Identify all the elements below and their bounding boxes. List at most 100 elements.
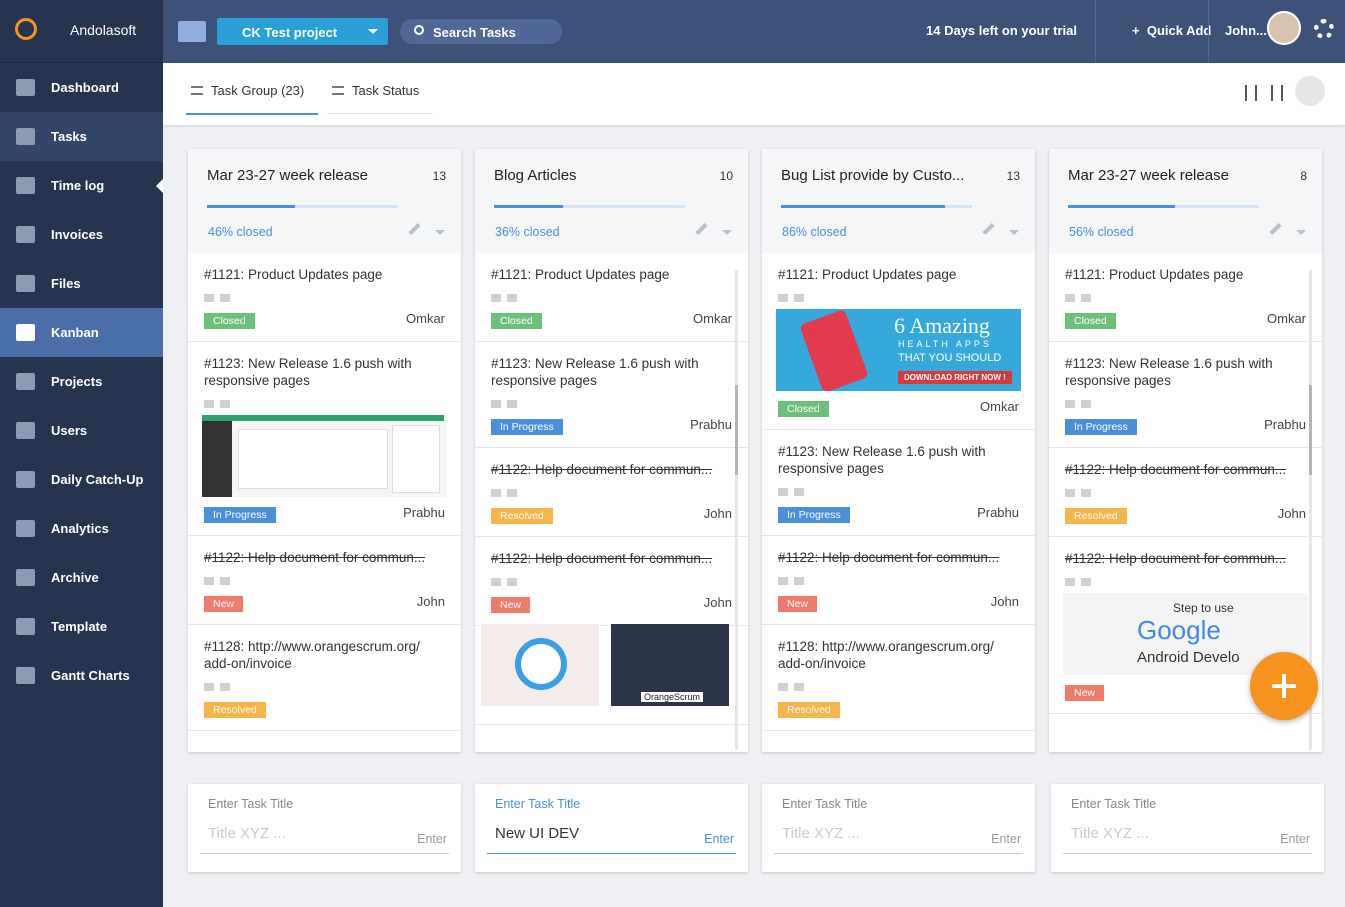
settings[interactable] [1314, 19, 1334, 39]
add-button[interactable] [1250, 652, 1318, 720]
tab[interactable]: Task Status [326, 83, 434, 114]
nav-icon [16, 618, 35, 635]
task-card[interactable]: #1123: New Release 1.6 push with respons… [475, 342, 748, 448]
assignee: Prabhu [690, 417, 732, 432]
progress-track [1068, 205, 1259, 208]
expand-icon[interactable] [1296, 230, 1306, 240]
quick-add-placeholder[interactable]: Title XYZ ... [208, 825, 286, 842]
nav-item[interactable]: Analytics [0, 504, 163, 553]
quick-add-button[interactable]: Enter [1280, 832, 1310, 846]
quick-add-label: Enter Task Title [782, 797, 868, 811]
task-card[interactable]: #1122: Help document for commun... Resolv… [1049, 448, 1322, 537]
tab[interactable]: Task Group (23) [185, 83, 319, 115]
avatar[interactable] [1267, 11, 1301, 45]
filter-icon[interactable] [1271, 85, 1283, 101]
stopwatch [515, 638, 567, 690]
status-badge: Resolved [1065, 508, 1127, 524]
nav-item[interactable]: Template [0, 602, 163, 651]
task-card[interactable]: #1128: http://www.orangescrum.org/ add-o… [188, 625, 461, 731]
task-card[interactable]: #1122: Help document for commun... New Joh… [762, 536, 1035, 625]
task-title: #1121: Product Updates page [204, 267, 383, 282]
expand-icon[interactable] [435, 230, 445, 240]
top-bar: CK Test project Search Tasks 14 Days lef… [163, 0, 1345, 63]
nav-item[interactable]: Gantt Charts [0, 651, 163, 700]
task-card[interactable]: #1122: Help document for commun... New Joh… [188, 536, 461, 625]
task-icons [204, 678, 445, 691]
task-card[interactable]: #1121: Product Updates page Closed Omkar [475, 253, 748, 342]
task-card[interactable]: #1123: New Release 1.6 push with respons… [1049, 342, 1322, 448]
banner-text: Android Develo [1137, 649, 1240, 666]
more-menu[interactable] [1295, 76, 1325, 106]
nav-item[interactable]: Users [0, 406, 163, 455]
quick-add-button[interactable]: Enter [991, 832, 1021, 846]
task-meta: Closed Omkar [491, 311, 732, 329]
search-box[interactable]: Search Tasks [400, 19, 562, 44]
task-card[interactable]: #1123: New Release 1.6 push with respons… [188, 342, 461, 536]
task-card[interactable]: OrangeScrum [475, 624, 748, 725]
task-card[interactable]: #1121: Product Updates page Closed Omkar [188, 253, 461, 342]
quick-add-label: Enter Task Title [208, 797, 294, 811]
task-meta: Resolved [778, 700, 1019, 718]
task-card[interactable]: #1128: http://www.orangescrum.org/ add-o… [762, 625, 1035, 731]
task-card[interactable]: #1121: Product Updates page 6 Amazing HEAL… [762, 253, 1035, 430]
nav-label: Files [51, 276, 81, 291]
quick-add-placeholder[interactable]: Title XYZ ... [782, 825, 860, 842]
server-image: OrangeScrum [611, 624, 729, 706]
nav-item[interactable]: Invoices [0, 210, 163, 259]
quick-add-button[interactable]: Enter [417, 832, 447, 846]
progress-track [207, 205, 398, 208]
expand-icon[interactable] [1009, 230, 1019, 240]
nav-item[interactable]: Time log [0, 161, 163, 210]
task-icons [1065, 289, 1306, 302]
search-label: Search Tasks [433, 25, 516, 40]
task-card[interactable]: #1122: Help document for commun... Resolv… [475, 448, 748, 537]
nav-item[interactable]: Dashboard [0, 63, 163, 112]
nav-icon [16, 79, 35, 96]
edit-icon[interactable] [408, 222, 421, 236]
nav-icon [16, 520, 35, 537]
task-card[interactable]: #1123: New Release 1.6 push with respons… [762, 430, 1035, 536]
assignee: John [990, 594, 1019, 609]
folder-icon[interactable] [178, 21, 206, 42]
nav-item[interactable]: Files [0, 259, 163, 308]
closed-label: 86% closed [782, 225, 847, 239]
edit-icon[interactable] [982, 222, 995, 236]
task-image: 6 Amazing HEALTH APPS THAT YOU SHOULD DOWNL… [776, 309, 1021, 391]
project-select[interactable]: CK Test project [217, 18, 388, 45]
progress-track [494, 205, 685, 208]
tab-label: Task Group (23) [211, 83, 305, 98]
task-image [202, 415, 447, 497]
task-title: #1123: New Release 1.6 push with respons… [1065, 356, 1273, 388]
nav-item[interactable]: Projects [0, 357, 163, 406]
banner-text: Step to use [1173, 601, 1234, 615]
nav-label: Users [51, 423, 88, 438]
quick-add-placeholder[interactable]: Title XYZ ... [1071, 825, 1149, 842]
assignee: Omkar [980, 399, 1019, 414]
task-meta: Resolved [204, 700, 445, 718]
sidebar: Andolasoft Dashboard Tasks Time log Invoice… [0, 0, 163, 907]
quick-add[interactable]: + Quick Add [1132, 23, 1212, 38]
nav-label: Archive [51, 570, 99, 585]
column-title: Mar 23-27 week release [207, 167, 368, 184]
edit-icon[interactable] [1269, 222, 1282, 236]
status-badge: New [778, 596, 818, 612]
task-card[interactable]: #1121: Product Updates page Closed Omkar [1049, 253, 1322, 342]
logo [15, 18, 37, 40]
quick-add-button[interactable]: Enter [704, 832, 734, 846]
task-card[interactable]: #1122: Help document for commun... New Joh… [475, 537, 748, 626]
quick-add-input[interactable]: New UI DEV [495, 825, 580, 842]
status-badge: Resolved [491, 508, 553, 524]
user-name[interactable]: John... [1225, 23, 1267, 38]
edit-icon[interactable] [695, 222, 708, 236]
nav-item[interactable]: Tasks [0, 112, 163, 161]
nav-item[interactable]: Archive [0, 553, 163, 602]
nav-item[interactable]: Daily Catch-Up [0, 455, 163, 504]
nav-list: Dashboard Tasks Time log Invoices Files Kanba… [0, 63, 163, 700]
quick-add-label: Enter Task Title [495, 797, 581, 811]
nav-item[interactable]: Kanban [0, 308, 163, 357]
assignee: Prabhu [403, 505, 445, 520]
sort-icon[interactable] [1245, 85, 1257, 101]
expand-icon[interactable] [722, 230, 732, 240]
banner-text: DOWNLOAD RIGHT NOW ! [898, 371, 1012, 384]
nav-label: Kanban [51, 325, 99, 340]
